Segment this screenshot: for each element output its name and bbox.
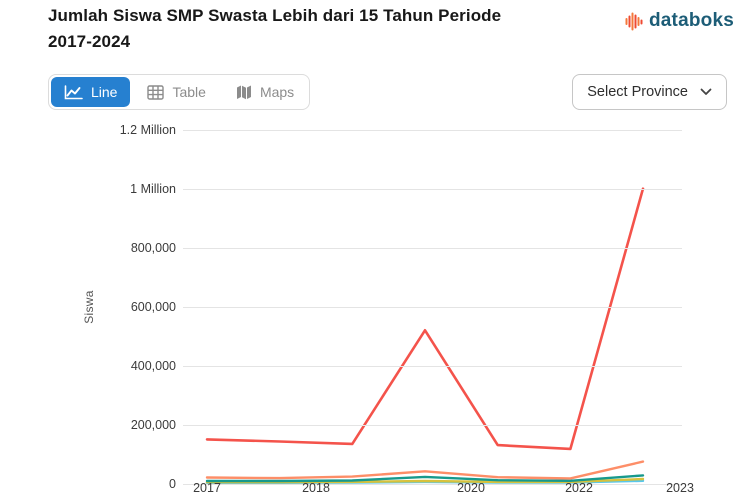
y-gridline [183,306,682,308]
maps-view-label: Maps [259,84,295,100]
chart-line-teal [205,474,645,483]
line-view-label: Line [91,84,118,100]
y-tick-label: 1 Million [130,181,176,196]
x-tick-label: 2017 [193,481,221,495]
y-tick-label: 200,000 [130,417,176,432]
chart-region: Siswa 0 200,000 400,000 600,000 800,000 1 Mil… [0,118,753,498]
x-tick-label: 2022 [565,481,593,495]
province-select[interactable]: Select Province [572,74,727,110]
y-gridline [183,188,682,190]
y-tick-label: 800,000 [130,240,176,255]
databoks-wordmark: databoks [648,10,734,31]
table-view-button[interactable]: Table [134,77,218,107]
line-chart-icon [64,84,83,99]
maps-view-button[interactable]: Maps [223,77,307,107]
toolbar: Line Table Maps Select Province [48,74,727,110]
y-gridline [183,424,682,426]
y-gridline [183,129,682,131]
y-tick-label: 600,000 [130,299,176,314]
view-toggle-group: Line Table Maps [48,74,311,110]
chart-line-red [205,187,645,451]
y-gridline [183,483,682,485]
line-view-button[interactable]: Line [51,77,131,107]
y-tick-label: 400,000 [130,358,176,373]
databoks-bars-icon [625,12,643,30]
y-gridline [183,365,682,367]
maps-icon [236,85,251,99]
province-select-value: Select Province [587,84,688,100]
table-view-label: Table [172,84,206,100]
x-tick-label: 2020 [457,481,485,495]
chevron-down-icon [700,88,712,95]
table-icon [147,84,165,100]
y-tick-label: 0 [169,476,176,491]
x-tick-label: 2018 [302,481,330,495]
x-tick-label: 2023 [666,481,694,495]
chart-line-salmon [205,460,645,480]
databoks-logo[interactable]: databoks [625,10,734,32]
page-title: Jumlah Siswa SMP Swasta Lebih dari 15 Ta… [48,6,502,51]
y-tick-label: 1.2 Million [119,122,176,137]
y-gridline [183,247,682,249]
chart-lines [205,187,645,484]
